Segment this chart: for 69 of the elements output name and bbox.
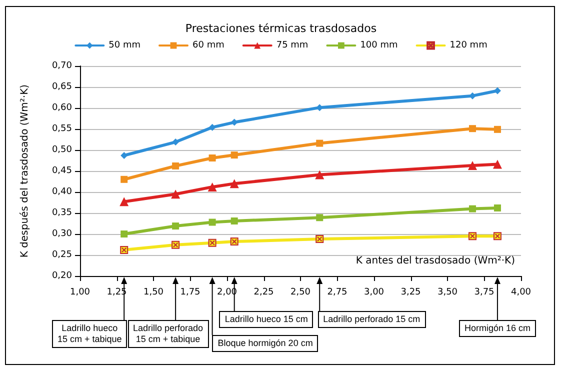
legend-label: 50 mm bbox=[108, 40, 141, 50]
point bbox=[172, 162, 180, 170]
x-tick-label: 3,00 bbox=[364, 288, 384, 298]
point bbox=[171, 190, 180, 199]
y-tick-label: 0,65 bbox=[52, 82, 72, 92]
point bbox=[494, 126, 501, 133]
y-tick-label: 0,35 bbox=[52, 208, 72, 218]
point bbox=[468, 232, 476, 240]
x-tick-label: 1,75 bbox=[180, 288, 200, 298]
point bbox=[315, 170, 324, 180]
point bbox=[120, 176, 128, 183]
text: Bloque hormigón 20 cm bbox=[212, 335, 318, 352]
x-tick-label: 1,00 bbox=[70, 288, 90, 298]
x-axis-title: K antes del trasdosado (Wm²·K) bbox=[356, 256, 516, 266]
point bbox=[230, 152, 238, 159]
point bbox=[120, 246, 128, 254]
x-tick-label: 2,50 bbox=[290, 288, 311, 298]
x-tick-label: 1,50 bbox=[143, 288, 164, 298]
point bbox=[316, 140, 324, 147]
point bbox=[172, 138, 180, 146]
point bbox=[120, 230, 128, 238]
point bbox=[468, 205, 476, 212]
point bbox=[208, 124, 216, 131]
text: Ladrillo perforado 15 cm bbox=[318, 311, 426, 328]
x-tick-label: 3,50 bbox=[437, 288, 458, 298]
x-tick-label: 2,75 bbox=[327, 288, 348, 298]
point bbox=[468, 161, 477, 170]
point bbox=[208, 218, 216, 226]
point bbox=[230, 238, 238, 246]
point bbox=[230, 179, 239, 188]
point bbox=[120, 197, 129, 206]
legend-label: 60 mm bbox=[192, 40, 224, 50]
y-tick-label: 0,70 bbox=[52, 61, 72, 71]
y-axis-title: K después del trasdosado (Wm²·K) bbox=[20, 84, 30, 258]
point bbox=[468, 125, 476, 132]
y-tick-label: 0,30 bbox=[52, 229, 72, 239]
point bbox=[493, 232, 502, 240]
point bbox=[172, 222, 180, 230]
x-tick-label: 2,25 bbox=[254, 288, 274, 298]
point bbox=[494, 204, 501, 212]
legend-label: 100 mm bbox=[360, 40, 398, 50]
legend-label: 75 mm bbox=[276, 40, 308, 50]
y-tick-label: 0,55 bbox=[52, 124, 72, 134]
y-tick-label: 0,45 bbox=[52, 166, 72, 176]
y-tick-label: 0,20 bbox=[52, 271, 72, 281]
point bbox=[492, 160, 502, 169]
point bbox=[208, 238, 216, 247]
point bbox=[120, 152, 128, 159]
text: Ladrillo hueco 15 cm + tabique bbox=[52, 320, 128, 348]
text: Ladrillo perforado 15 cm + tabique bbox=[128, 320, 209, 348]
y-tick-label: 0,50 bbox=[52, 145, 72, 155]
x-tick-label: 3,75 bbox=[474, 288, 494, 298]
chart-title: Prestaciones térmicas trasdosados bbox=[185, 22, 377, 35]
point bbox=[208, 154, 216, 162]
y-tick-label: 0,25 bbox=[52, 250, 72, 260]
point bbox=[230, 217, 238, 224]
point bbox=[494, 87, 501, 94]
y-tick-label: 0,40 bbox=[52, 187, 72, 197]
legend-label: 120 mm bbox=[450, 40, 488, 50]
point bbox=[208, 182, 217, 192]
y-tick-label: 0,60 bbox=[52, 103, 72, 113]
point bbox=[172, 240, 180, 249]
text: Hormigón 16 cm bbox=[458, 320, 536, 337]
x-tick-label: 4,00 bbox=[510, 288, 532, 298]
point bbox=[316, 235, 324, 244]
x-tick-label: 3,25 bbox=[400, 288, 421, 298]
point bbox=[316, 214, 324, 222]
text: Ladrillo hueco 15 cm bbox=[219, 311, 314, 328]
point bbox=[230, 118, 238, 126]
